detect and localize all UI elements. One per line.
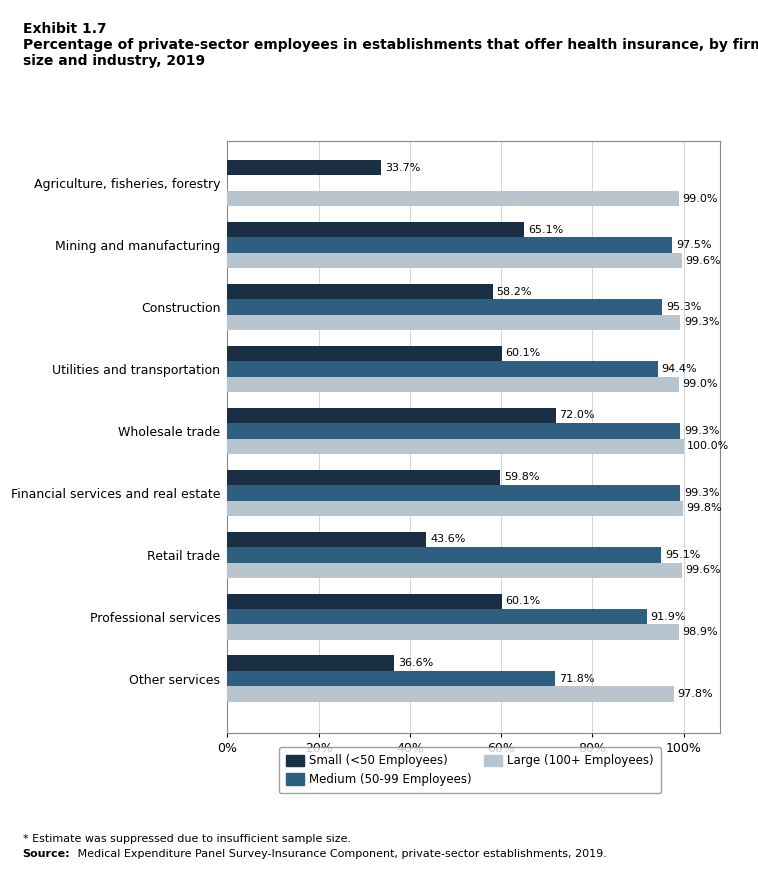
Text: 94.4%: 94.4% [662,364,697,374]
Text: * Estimate was suppressed due to insufficient sample size.: * Estimate was suppressed due to insuffi… [23,834,351,844]
Text: 98.9%: 98.9% [682,627,718,638]
Bar [227,655,394,671]
Text: 60.1%: 60.1% [506,596,540,607]
Text: Percentage of private-sector employees in establishments that offer health insur: Percentage of private-sector employees i… [23,38,758,68]
Text: 95.1%: 95.1% [665,550,700,560]
Bar [227,238,672,253]
Text: 60.1%: 60.1% [506,349,540,358]
Text: 99.3%: 99.3% [684,426,719,436]
Text: 43.6%: 43.6% [430,534,465,544]
Text: 99.0%: 99.0% [683,380,718,389]
Text: 58.2%: 58.2% [496,286,532,297]
Bar [227,253,681,268]
Text: 99.3%: 99.3% [684,318,719,328]
Bar [227,470,500,485]
Text: 91.9%: 91.9% [650,612,686,622]
Bar [227,423,681,439]
Legend: Small (<50 Employees), Medium (50-99 Employees), Large (100+ Employees): Small (<50 Employees), Medium (50-99 Emp… [279,747,661,793]
Text: 99.0%: 99.0% [683,193,718,204]
Bar [227,532,426,547]
Bar [227,299,662,314]
Bar [227,408,556,423]
Text: 95.3%: 95.3% [666,302,701,312]
Bar [227,485,681,501]
Text: 99.6%: 99.6% [685,565,721,576]
Text: 99.6%: 99.6% [685,255,721,266]
Bar [227,439,684,454]
Bar [227,377,679,392]
Text: 65.1%: 65.1% [528,224,563,235]
Text: 99.8%: 99.8% [686,503,722,513]
Bar [227,283,493,299]
Text: 33.7%: 33.7% [385,162,420,172]
Bar [227,609,647,624]
Bar [227,501,683,516]
Text: 100.0%: 100.0% [688,442,729,451]
Bar [227,222,525,238]
Text: 71.8%: 71.8% [559,674,594,683]
Text: 99.3%: 99.3% [684,487,719,498]
Text: 36.6%: 36.6% [398,658,434,668]
Text: 72.0%: 72.0% [559,411,595,420]
Bar [227,160,381,176]
Text: 59.8%: 59.8% [504,472,540,482]
Text: 97.5%: 97.5% [676,240,711,250]
Bar [227,562,681,578]
Text: Exhibit 1.7: Exhibit 1.7 [23,22,106,36]
Bar [227,346,502,361]
Bar [227,314,681,330]
Bar [227,671,555,686]
Text: 97.8%: 97.8% [677,689,713,699]
Bar [227,191,679,207]
Bar [227,624,678,640]
Bar [227,547,661,562]
Text: Source:: Source: [23,849,70,859]
Text: Medical Expenditure Panel Survey-Insurance Component, private-sector establishme: Medical Expenditure Panel Survey-Insuran… [74,849,607,859]
Bar [227,593,502,609]
Bar [227,686,674,702]
Bar [227,361,658,377]
